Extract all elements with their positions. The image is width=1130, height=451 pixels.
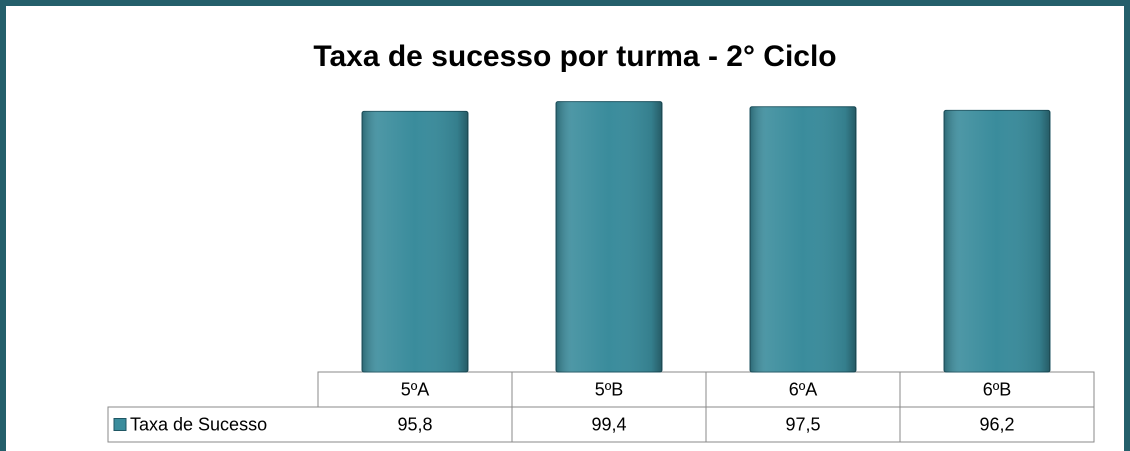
table-value: 99,4 (591, 414, 626, 434)
table-value: 97,5 (785, 414, 820, 434)
x-tick-label: 6ºB (983, 379, 1012, 399)
legend-label: Taxa de Sucesso (130, 414, 267, 434)
bar (361, 110, 469, 373)
legend-swatch (113, 418, 127, 431)
x-tick-label: 5ºB (595, 379, 624, 399)
x-tick-label: 5ºA (401, 379, 430, 399)
bar (749, 106, 857, 373)
chart-title: Taxa de sucesso por turma - 2° Ciclo (313, 40, 836, 73)
table-value: 96,2 (979, 414, 1014, 434)
bar (943, 109, 1051, 373)
x-tick-label: 6ºA (789, 379, 818, 399)
table-value: 95,8 (397, 414, 432, 434)
bar (555, 101, 663, 373)
table-cell (107, 406, 1095, 443)
